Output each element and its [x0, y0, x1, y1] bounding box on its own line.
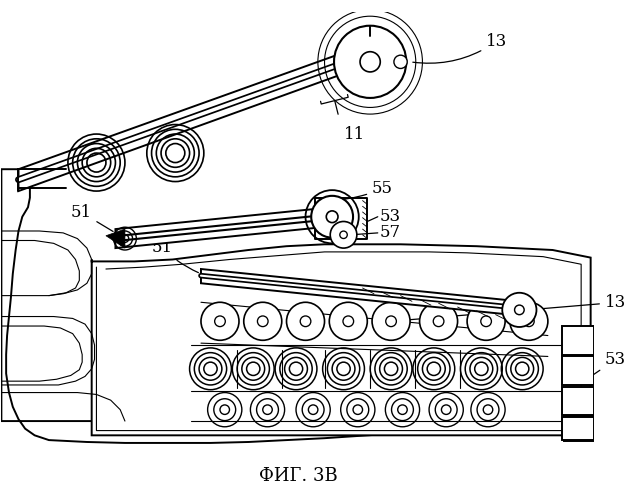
- Circle shape: [244, 302, 282, 341]
- Text: 57: 57: [379, 224, 401, 242]
- Polygon shape: [92, 244, 591, 436]
- Text: 13: 13: [413, 32, 507, 63]
- Circle shape: [524, 316, 534, 326]
- Text: 13: 13: [394, 294, 624, 321]
- Polygon shape: [562, 387, 595, 416]
- Text: 11: 11: [344, 126, 365, 144]
- Polygon shape: [106, 229, 125, 248]
- Circle shape: [215, 316, 225, 326]
- Polygon shape: [562, 418, 595, 440]
- Polygon shape: [562, 356, 595, 385]
- Circle shape: [334, 26, 406, 98]
- Polygon shape: [564, 331, 595, 355]
- Circle shape: [480, 316, 492, 326]
- Text: ФИГ. 3В: ФИГ. 3В: [258, 467, 338, 485]
- Circle shape: [326, 211, 338, 222]
- Text: 51: 51: [71, 204, 113, 232]
- Circle shape: [360, 52, 380, 72]
- Circle shape: [343, 316, 354, 326]
- Circle shape: [329, 302, 368, 341]
- Polygon shape: [19, 39, 381, 191]
- Text: 55: 55: [329, 180, 393, 201]
- Polygon shape: [1, 169, 586, 443]
- Circle shape: [467, 302, 505, 341]
- Circle shape: [330, 222, 357, 248]
- Polygon shape: [115, 207, 332, 248]
- Text: 53: 53: [379, 208, 401, 225]
- Circle shape: [394, 55, 407, 68]
- Circle shape: [433, 316, 444, 326]
- Text: 51: 51: [152, 239, 198, 272]
- Circle shape: [201, 302, 239, 341]
- Circle shape: [311, 196, 353, 237]
- Polygon shape: [562, 326, 595, 354]
- Polygon shape: [564, 416, 595, 441]
- Circle shape: [372, 302, 410, 341]
- Circle shape: [340, 231, 348, 238]
- Circle shape: [510, 302, 548, 341]
- Circle shape: [515, 305, 524, 314]
- Polygon shape: [564, 360, 595, 384]
- Polygon shape: [201, 269, 529, 316]
- Circle shape: [286, 302, 324, 341]
- Text: 53: 53: [583, 351, 624, 382]
- Polygon shape: [564, 388, 595, 412]
- Circle shape: [386, 316, 396, 326]
- Circle shape: [258, 316, 268, 326]
- Circle shape: [419, 302, 457, 341]
- Circle shape: [300, 316, 311, 326]
- Circle shape: [502, 293, 537, 327]
